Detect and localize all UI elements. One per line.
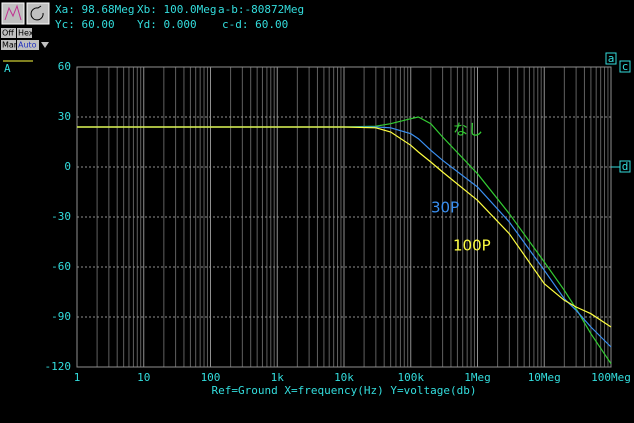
man-button[interactable] <box>1 40 16 50</box>
cursor-flag <box>619 60 631 73</box>
y-tick-label: -30 <box>51 210 71 223</box>
cursor-label: d <box>622 160 629 173</box>
x-tick-label: 1k <box>271 371 285 384</box>
cursor-label: c <box>622 60 629 73</box>
series-label: 30P <box>431 199 459 217</box>
x-tick-label: 1 <box>74 371 81 384</box>
plot-frame <box>76 66 612 368</box>
series-line <box>77 126 612 328</box>
readout-xa: Xa: 98.68Meg <box>55 3 134 16</box>
auto-button[interactable] <box>17 40 39 50</box>
readout-ab: a-b:-80872Meg <box>218 3 304 16</box>
cursor-label: a <box>608 52 615 65</box>
y-tick-label: 0 <box>64 160 71 173</box>
button-label: Hex <box>18 29 34 38</box>
y-tick-label: -60 <box>51 260 71 273</box>
readout-cd: c-d: 60.00 <box>222 18 288 31</box>
series-label: なし <box>453 121 483 139</box>
x-tick-label: 1Meg <box>464 371 491 384</box>
cursor-flag <box>605 52 617 65</box>
hex-button[interactable] <box>17 28 32 38</box>
plot-icon <box>4 4 22 21</box>
plot-button[interactable] <box>1 2 25 25</box>
y-tick-label: -90 <box>51 310 71 323</box>
series-line <box>77 116 612 365</box>
series-label: 100P <box>453 237 491 255</box>
series-line <box>77 126 612 348</box>
readout-xb: Xb: 100.0Meg <box>137 3 216 16</box>
x-tick-label: 100Meg <box>591 371 631 384</box>
x-tick-label: 100k <box>398 371 425 384</box>
off-button[interactable] <box>1 28 16 38</box>
x-tick-label: 10k <box>334 371 354 384</box>
refresh-button[interactable] <box>26 2 50 25</box>
button-label: Man <box>2 41 19 50</box>
y-tick-label: -120 <box>45 360 72 373</box>
readout-yc: Yc: 60.00 <box>55 18 115 31</box>
button-label: Off <box>2 29 14 38</box>
x-tick-label: 10Meg <box>528 371 561 384</box>
readout-yd: Yd: 0.000 <box>137 18 197 31</box>
refresh-icon <box>30 5 44 21</box>
x-tick-label: 100 <box>201 371 221 384</box>
trace-label: A <box>4 62 11 75</box>
x-axis-label: Ref=Ground X=frequency(Hz) Y=voltage(db) <box>212 384 477 397</box>
button-label: Auto <box>18 41 37 50</box>
dropdown-arrow[interactable] <box>41 42 49 48</box>
y-tick-label: 60 <box>58 60 71 73</box>
y-tick-label: 30 <box>58 110 71 123</box>
x-tick-label: 10 <box>137 371 150 384</box>
